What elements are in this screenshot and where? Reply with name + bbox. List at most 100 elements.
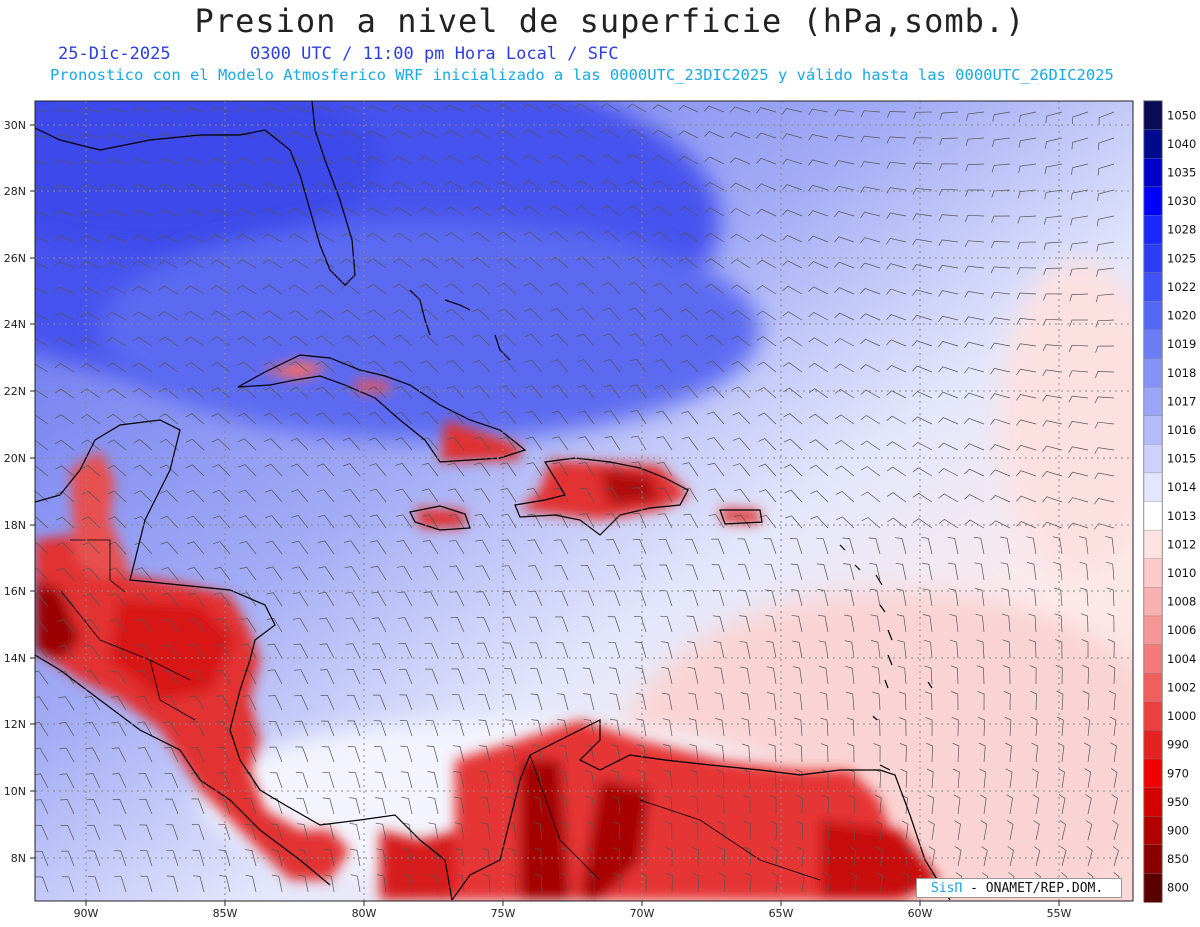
wind-barb — [1111, 794, 1118, 815]
wind-barb — [395, 462, 413, 477]
wind-barb — [403, 874, 413, 893]
wind-barb — [1081, 639, 1089, 658]
wind-barb — [366, 105, 387, 113]
wind-barb — [1028, 613, 1037, 633]
wind-barb — [475, 565, 491, 581]
wind-barb — [522, 154, 543, 165]
wind-barb — [504, 719, 517, 737]
wind-barb — [635, 667, 647, 685]
wind-barb — [871, 665, 881, 685]
colorbar-swatch — [1143, 844, 1163, 875]
wind-barb — [834, 160, 855, 167]
wind-barb — [661, 667, 673, 685]
wind-barb — [897, 639, 907, 659]
wind-barb — [550, 333, 569, 347]
wind-barb — [288, 131, 309, 139]
wind-barb — [35, 644, 49, 659]
wind-barb — [1095, 319, 1115, 328]
wind-barb — [1007, 846, 1014, 867]
wind-barb — [742, 769, 751, 789]
wind-barb — [35, 619, 49, 633]
wind-barb — [834, 388, 855, 399]
wind-barb — [964, 392, 985, 399]
wind-barb — [397, 591, 413, 607]
wind-barb — [626, 154, 647, 165]
wind-barb — [265, 540, 283, 555]
model-run-info: Pronostico con el Modelo Atmosferico WRF… — [50, 66, 1114, 84]
wind-barb — [1068, 497, 1089, 504]
wind-barb — [135, 592, 153, 607]
wind-barb — [239, 540, 257, 555]
wind-barb — [1108, 690, 1116, 711]
wind-barb — [216, 721, 231, 737]
wind-barb — [262, 259, 283, 269]
wind-barb — [912, 264, 933, 271]
wind-barb — [964, 519, 985, 529]
land-heat-shading — [35, 360, 940, 900]
wind-barb — [607, 616, 621, 633]
wind-barb — [912, 492, 933, 503]
wind-barb — [35, 287, 49, 295]
wind-barb — [577, 410, 595, 425]
wind-barb — [627, 230, 647, 243]
wind-barb — [447, 436, 465, 451]
wind-barb — [35, 876, 49, 893]
wind-barb — [574, 128, 595, 139]
wind-barb — [690, 795, 699, 815]
wind-barb — [740, 692, 751, 711]
wind-barb — [682, 462, 699, 477]
wind-barb — [717, 821, 725, 841]
wind-barb — [602, 307, 621, 321]
wind-barb — [188, 618, 205, 633]
wind-barb — [138, 798, 153, 815]
wind-barb — [471, 257, 491, 269]
wind-barb — [764, 563, 777, 581]
wind-barb — [835, 490, 855, 503]
wind-barb — [397, 617, 413, 633]
wind-barb — [860, 135, 881, 143]
wind-barb — [1068, 344, 1089, 352]
colorbar-label: 1006 — [1167, 623, 1196, 637]
wind-barb — [952, 768, 960, 789]
wind-barb — [211, 387, 231, 399]
wind-barb — [532, 770, 543, 789]
wind-barb — [262, 233, 283, 243]
wind-barb — [288, 207, 309, 217]
wind-barb — [664, 795, 673, 815]
wind-barb — [1105, 535, 1115, 555]
wind-barb — [794, 743, 803, 763]
wind-barb — [678, 181, 699, 191]
wind-barb — [424, 617, 439, 633]
wind-barb — [976, 639, 985, 659]
wind-barb — [392, 130, 413, 139]
wind-barb — [158, 311, 179, 321]
wind-barb — [108, 567, 127, 581]
wind-barb — [106, 209, 127, 217]
wind-barb — [653, 206, 673, 217]
wind-barb — [1018, 111, 1037, 123]
wind-barb — [704, 181, 725, 191]
wind-barb — [921, 537, 933, 555]
wind-barb — [318, 591, 335, 607]
wind-barb — [342, 463, 361, 477]
wind-barb — [1096, 267, 1115, 277]
wind-barb — [350, 848, 361, 867]
wind-barb — [732, 437, 751, 451]
wind-barb — [218, 823, 231, 841]
wind-barb — [1000, 536, 1011, 555]
wind-barb — [836, 516, 855, 529]
wind-barb — [291, 514, 309, 529]
wind-barb — [419, 309, 439, 321]
wind-barb — [659, 564, 673, 581]
wind-barb — [949, 613, 959, 633]
wind-barb — [552, 436, 569, 451]
wind-barb — [35, 773, 49, 789]
wind-barb — [886, 111, 907, 119]
wind-barb — [268, 720, 283, 737]
wind-barb — [419, 334, 439, 347]
wind-barb — [679, 283, 699, 295]
wind-barb — [184, 285, 205, 295]
wind-barbs — [35, 103, 1120, 893]
wind-barb — [886, 187, 907, 194]
wind-barb — [265, 566, 283, 581]
